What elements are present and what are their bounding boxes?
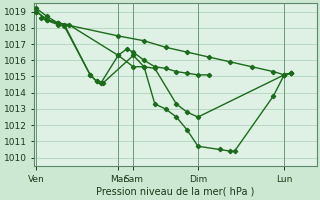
X-axis label: Pression niveau de la mer( hPa ): Pression niveau de la mer( hPa ) — [96, 187, 254, 197]
